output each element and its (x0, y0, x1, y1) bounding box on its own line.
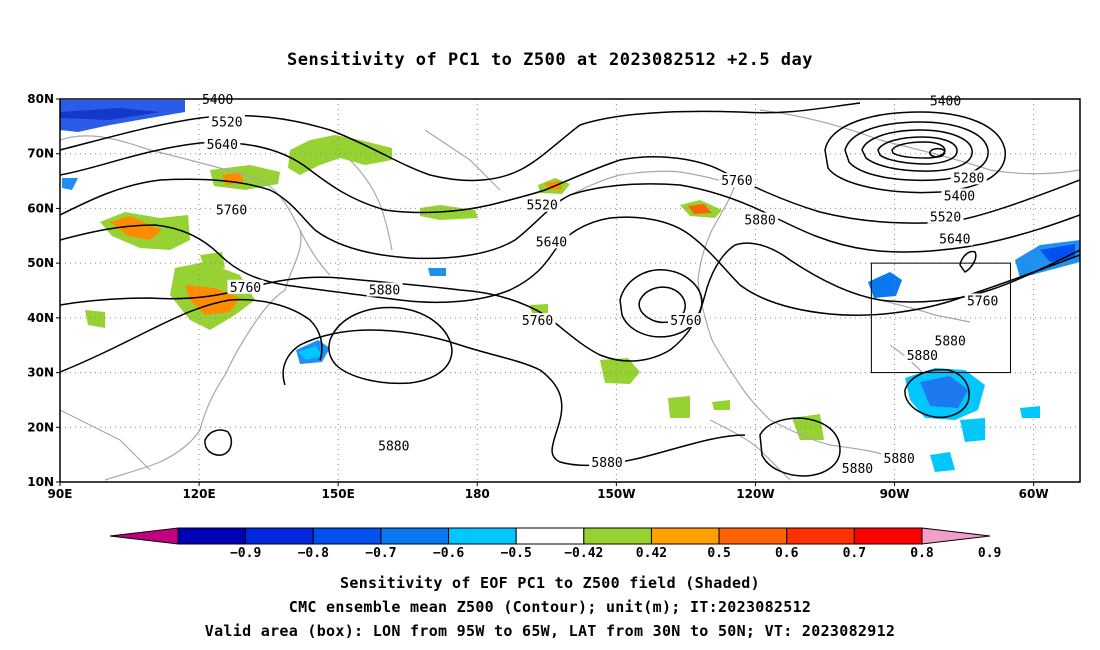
contour-label-bg (227, 279, 264, 294)
contour-label: 5880 (907, 349, 938, 364)
sensitivity-shading (60, 100, 1080, 472)
contour-label: 5400 (930, 95, 961, 110)
contour-label-bg (519, 313, 556, 328)
colorbar-label: 0.5 (707, 546, 730, 561)
lon-tick-label: 180 (465, 487, 490, 501)
contour-label-bg (204, 136, 241, 151)
lat-tick-label: 50N (27, 256, 54, 270)
contour-label: 5520 (930, 211, 961, 226)
contour-label: 5760 (670, 314, 701, 329)
colorbar-segment (177, 527, 247, 545)
contour-label: 5640 (939, 233, 970, 248)
colorbar-segment (583, 527, 652, 545)
contour-label: 5520 (211, 116, 242, 131)
lon-tick-label: 150E (322, 487, 355, 501)
contour-label-bg (904, 348, 941, 363)
colorbar-label: 0.8 (910, 546, 934, 561)
contour-label: 5880 (378, 439, 409, 454)
colorbar-label: −0.9 (230, 546, 261, 561)
contour-label: 5640 (207, 138, 238, 153)
lon-tick-label: 60W (1019, 487, 1049, 501)
contour-label: 5880 (884, 452, 915, 467)
colorbar-low-triangle (109, 527, 179, 545)
colorbar-label: −0.5 (501, 546, 532, 561)
contour-label-bg (375, 438, 412, 453)
contour-label: 5880 (935, 334, 966, 349)
contour-label: 5760 (522, 314, 553, 329)
lat-tick-label: 70N (27, 147, 54, 161)
colorbar-label: −0.42 (564, 546, 603, 561)
lon-tick-label: 90W (880, 487, 910, 501)
contour-label-bg (742, 212, 779, 227)
caption-line-3: Valid area (box): LON from 95W to 65W, L… (204, 622, 896, 640)
valid-area-box (870, 262, 1011, 374)
contour-label: 5400 (202, 93, 233, 108)
lon-tick-label: 120E (182, 487, 215, 501)
plot-frame (59, 98, 1081, 483)
contour-label-bg (533, 234, 570, 249)
lat-tick-label: 10N (27, 475, 54, 489)
lat-tick-label: 80N (27, 92, 54, 106)
colorbar-label: −0.7 (365, 546, 396, 561)
colorbar-label: 0.42 (636, 546, 667, 561)
contour-label: 5520 (527, 199, 558, 214)
figure-title: Sensitivity of PC1 to Z500 at 2023082512… (286, 50, 813, 70)
colorbar-segment (380, 527, 450, 545)
contour-label: 5640 (536, 235, 567, 250)
contour-label-bg (589, 454, 626, 469)
contour-label: 5400 (944, 189, 975, 204)
contour-label-bg (524, 197, 561, 212)
colorbar: −0.9 −0.8 −0.7 −0.6 −0.5 −0.42 0.42 0.5 0.6 0.7 0.… (109, 527, 1001, 561)
contour-label-bg (881, 451, 918, 466)
colorbar-segment (515, 527, 585, 545)
contour-label-bg (839, 460, 876, 475)
lat-tick-label: 40N (27, 311, 54, 325)
lat-tick-label: 60N (27, 201, 54, 215)
colorbar-segment (245, 527, 314, 545)
contour-label-bg (927, 93, 964, 108)
contour-label-bg (932, 333, 969, 348)
contour-label-bg (366, 282, 403, 297)
contour-label-bg (213, 202, 250, 217)
colorbar-segment (718, 527, 788, 545)
colorbar-segment (312, 527, 382, 545)
lon-tick-label: 150W (597, 487, 635, 501)
contour-label-bg (950, 170, 987, 185)
contour-label: 5280 (953, 171, 984, 186)
colorbar-label: 0.9 (978, 546, 1001, 561)
contour-label-bg (667, 313, 704, 328)
colorbar-label: −0.8 (298, 546, 329, 561)
contour-label-bg (936, 231, 973, 246)
contour-label: 5760 (967, 294, 998, 309)
colorbar-label: 0.6 (775, 546, 799, 561)
contour-label: 5880 (744, 213, 775, 228)
colorbar-segment (786, 527, 855, 545)
lat-tick-label: 20N (27, 420, 54, 434)
contour-label: 5880 (842, 462, 873, 477)
caption-line-1: Sensitivity of EOF PC1 to Z500 field (Sh… (340, 574, 760, 592)
colorbar-segment (650, 527, 720, 545)
lon-tick-label: 90E (48, 487, 73, 501)
lat-tick-label: 30N (27, 366, 54, 380)
colorbar-high-triangle (921, 527, 991, 545)
colorbar-label: −0.6 (433, 546, 464, 561)
colorbar-label: 0.7 (843, 546, 866, 561)
contour-label-bg (927, 209, 964, 224)
lon-tick-label: 120W (736, 487, 774, 501)
contour-label-bg (941, 188, 978, 203)
contour-label: 5880 (369, 284, 400, 299)
contour-label-bg (208, 114, 245, 129)
colorbar-segment (448, 527, 517, 545)
contour-label-bg (964, 293, 1001, 308)
colorbar-segment (853, 527, 923, 545)
contour-label-bg (718, 173, 755, 188)
contour-label: 5880 (591, 456, 622, 471)
contour-label: 5760 (721, 174, 752, 189)
contour-label: 5760 (216, 204, 247, 219)
caption-line-2: CMC ensemble mean Z500 (Contour); unit(m… (288, 598, 812, 616)
contour-label: 5760 (230, 281, 261, 296)
